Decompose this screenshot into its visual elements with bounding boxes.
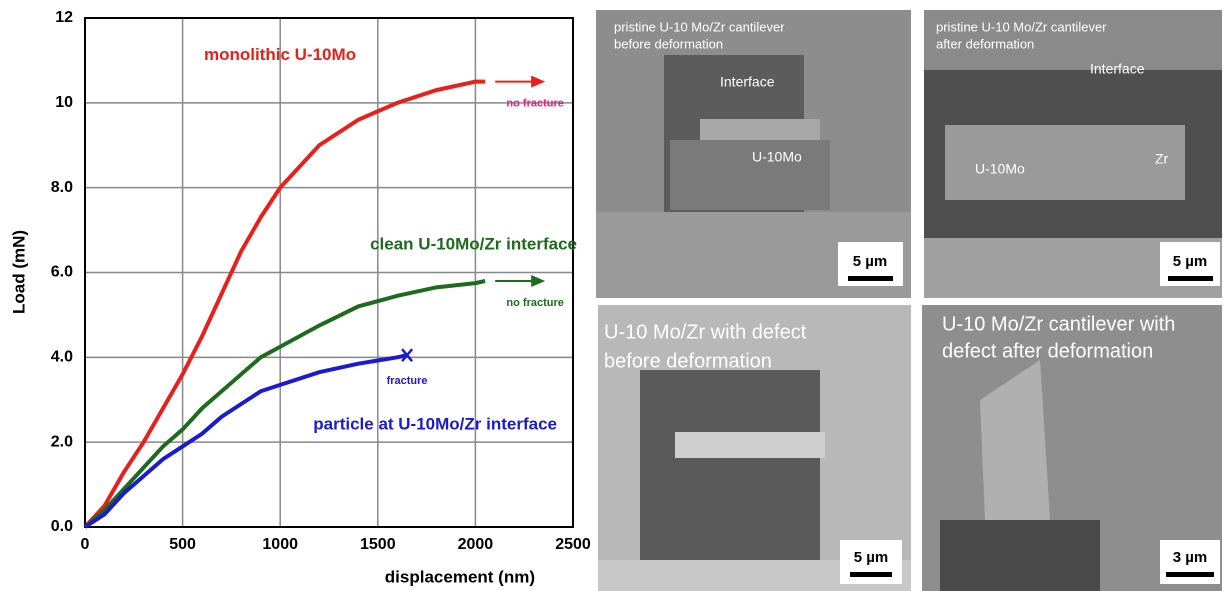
x-tick-label: 2500	[555, 536, 591, 553]
note: fracture	[387, 375, 428, 387]
data-line	[85, 281, 485, 527]
panel-caption: defect after deformation	[942, 340, 1153, 362]
y-tick-label: 12	[55, 9, 73, 26]
panel-caption: pristine U-10 Mo/Zr cantilever	[614, 19, 785, 34]
panel-caption: U-10 Mo/Zr with defect	[604, 321, 807, 343]
image-panel: U-10 Mo/Zr with defect before deformatio…	[598, 305, 911, 591]
scale-label: 5 µm	[853, 253, 888, 270]
scale-label: 5 µm	[854, 549, 889, 566]
panel-caption: before deformation	[614, 36, 723, 51]
panel-label: Zr	[1155, 151, 1169, 167]
figure: displacement (nm) Load (mN) pristine U-1…	[0, 0, 1226, 591]
note: no fracture	[506, 297, 563, 309]
arrow-head	[531, 76, 545, 88]
image-panel: U-10 Mo/Zr cantilever with defect after …	[922, 305, 1222, 591]
y-tick-label: 8.0	[51, 179, 73, 196]
series-label: particle at U-10Mo/Zr interface	[313, 415, 557, 434]
note: no fracture	[506, 98, 563, 110]
panel-caption: pristine U-10 Mo/Zr cantilever	[936, 19, 1107, 34]
arrow-head	[531, 275, 545, 287]
y-tick-label: 2.0	[51, 433, 73, 450]
data-line	[85, 82, 485, 527]
x-tick-label: 0	[81, 536, 90, 553]
x-axis-label: displacement (nm)	[385, 567, 535, 586]
scale-label: 3 µm	[1173, 549, 1208, 566]
scale-label: 5 µm	[1173, 253, 1208, 270]
panel-label: Interface	[720, 74, 775, 90]
x-tick-label: 2000	[458, 536, 494, 553]
data-line	[85, 355, 407, 527]
panel-caption: before deformation	[604, 350, 772, 372]
series-label: monolithic U-10Mo	[204, 45, 356, 64]
y-axis-label: Load (mN)	[9, 230, 28, 314]
panel-label: U-10Mo	[975, 161, 1025, 177]
panel-label: U-10Mo	[752, 149, 802, 165]
x-tick-label: 1500	[360, 536, 396, 553]
image-panel: pristine U-10 Mo/Zr cantilever after def…	[924, 10, 1222, 298]
y-tick-label: 10	[55, 94, 73, 111]
x-tick-label: 500	[169, 536, 196, 553]
panel-caption: U-10 Mo/Zr cantilever with	[942, 313, 1175, 335]
panel-caption: after deformation	[936, 36, 1034, 51]
series-label: clean U-10Mo/Zr interface	[370, 234, 577, 253]
y-tick-label: 4.0	[51, 349, 73, 366]
image-panel: pristine U-10 Mo/Zr cantilever before de…	[596, 10, 911, 298]
x-tick-label: 1000	[262, 536, 298, 553]
panel-label: Interface	[1090, 61, 1145, 77]
y-tick-label: 0.0	[51, 518, 73, 535]
y-tick-label: 6.0	[51, 264, 73, 281]
